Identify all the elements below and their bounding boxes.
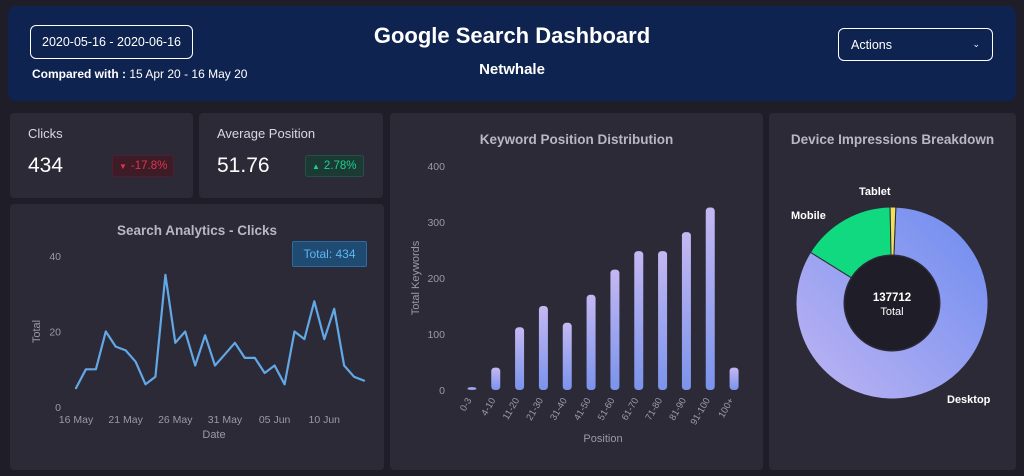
compared-label: Compared with :: [32, 67, 127, 81]
avg-position-change: 2.78%: [323, 160, 357, 172]
y-axis-label: Total Keywords: [410, 240, 422, 315]
x-tick-label: 21-30: [524, 396, 546, 423]
compared-range: 15 Apr 20 - 16 May 20: [129, 67, 248, 81]
x-tick-label: 26 May: [158, 414, 193, 426]
bar: [681, 232, 691, 390]
y-tick-label: 300: [427, 217, 445, 229]
x-tick-label: 31 May: [208, 414, 243, 426]
actions-dropdown[interactable]: Actions ⌄: [838, 28, 993, 61]
y-tick-label: 20: [49, 327, 61, 339]
clicks-card: Clicks 434 ▼ -17.8%: [10, 113, 193, 198]
x-tick-label: 41-50: [572, 396, 594, 423]
bar: [586, 294, 596, 390]
x-axis-label: Date: [202, 429, 225, 441]
x-tick-label: 61-70: [620, 396, 642, 423]
keyword-bar-card: Keyword Position Distribution 0 100 200 300…: [390, 113, 763, 470]
y-tick-label: 400: [427, 161, 445, 173]
avg-position-value: 51.76: [217, 154, 270, 177]
donut-center-label: Total: [880, 306, 903, 318]
x-tick-label: 16 May: [59, 414, 94, 426]
bar: [467, 387, 477, 390]
x-tick-label: 100+: [716, 396, 736, 420]
bar: [515, 327, 525, 390]
chevron-down-icon: ⌄: [972, 39, 980, 49]
slice-label-mobile: Mobile: [791, 210, 826, 222]
clicks-change-badge: ▼ -17.8%: [112, 155, 175, 177]
arrow-up-icon: ▲: [312, 161, 320, 171]
bar: [491, 367, 501, 390]
x-axis-label: Position: [583, 433, 622, 445]
donut-center-value: 137712: [873, 292, 911, 304]
clicks-label: Clicks: [28, 126, 63, 141]
x-tick-label: 10 Jun: [309, 414, 341, 426]
arrow-down-icon: ▼: [119, 161, 127, 171]
dashboard-header: 2020-05-16 - 2020-06-16 Compared with : …: [8, 6, 1016, 101]
bar: [729, 367, 739, 390]
y-tick-label: 100: [427, 329, 445, 341]
x-tick-label: 91-100: [689, 396, 713, 427]
clicks-change: -17.8%: [130, 160, 168, 172]
total-clicks-badge: Total: 434: [292, 241, 367, 267]
y-tick-label: 200: [427, 273, 445, 285]
bar: [610, 269, 620, 390]
avg-position-card: Average Position 51.76 ▲ 2.78%: [199, 113, 383, 198]
x-tick-label: 05 Jun: [259, 414, 291, 426]
page-subtitle: Netwhale: [479, 61, 545, 78]
device-donut-card: Device Impressions Breakdown 137712 Total…: [769, 113, 1016, 470]
bar: [705, 207, 715, 390]
bar: [562, 322, 572, 390]
avg-position-label: Average Position: [217, 126, 316, 141]
slice-label-desktop: Desktop: [947, 394, 991, 406]
x-tick-label: 31-40: [548, 396, 570, 423]
line-chart-title: Search Analytics - Clicks: [116, 223, 278, 238]
page-title: Google Search Dashboard: [373, 23, 651, 48]
donut-hole: [845, 256, 939, 350]
slice-label-tablet: Tablet: [859, 186, 891, 198]
x-tick-label: 71-80: [643, 396, 665, 423]
clicks-value: 434: [28, 154, 64, 177]
date-range-button[interactable]: 2020-05-16 - 2020-06-16: [30, 25, 193, 59]
y-tick-label: 0: [55, 402, 61, 414]
x-tick-label: 81-90: [667, 396, 689, 423]
compared-with: Compared with : 15 Apr 20 - 16 May 20: [32, 67, 247, 81]
x-tick-label: 11-20: [501, 396, 522, 422]
donut-slice-tablet: [889, 206, 897, 256]
donut-chart: 137712 Total Desktop Mobile Tablet: [791, 186, 991, 406]
actions-label: Actions: [851, 37, 892, 52]
bar-chart: 0 100 200 300 400 0-3 4-10 11-20 21-30 31-40 41-50…: [410, 161, 739, 445]
avg-position-change-badge: ▲ 2.78%: [305, 155, 364, 177]
x-tick-label: 21 May: [108, 414, 143, 426]
x-tick-label: 0-3: [458, 396, 474, 413]
bar: [658, 251, 668, 390]
y-tick-label: 40: [49, 251, 61, 263]
y-axis-label: Total: [31, 320, 43, 343]
x-tick-label: 51-60: [596, 396, 618, 423]
y-tick-label: 0: [439, 385, 445, 397]
bar-chart-title: Keyword Position Distribution: [479, 132, 674, 147]
bar: [538, 306, 548, 390]
clicks-line-card: Search Analytics - Clicks Total: 434 0 20…: [10, 204, 384, 470]
line-chart: 0 20 40 16 May 21 May 26 May 31 May 05 Jun 10 Ju…: [31, 251, 366, 441]
x-tick-label: 4-10: [479, 396, 498, 418]
clicks-series-line: [74, 273, 366, 390]
bar: [634, 251, 644, 390]
donut-slice-desktop: [795, 206, 989, 400]
donut-chart-title: Device Impressions Breakdown: [790, 132, 995, 147]
